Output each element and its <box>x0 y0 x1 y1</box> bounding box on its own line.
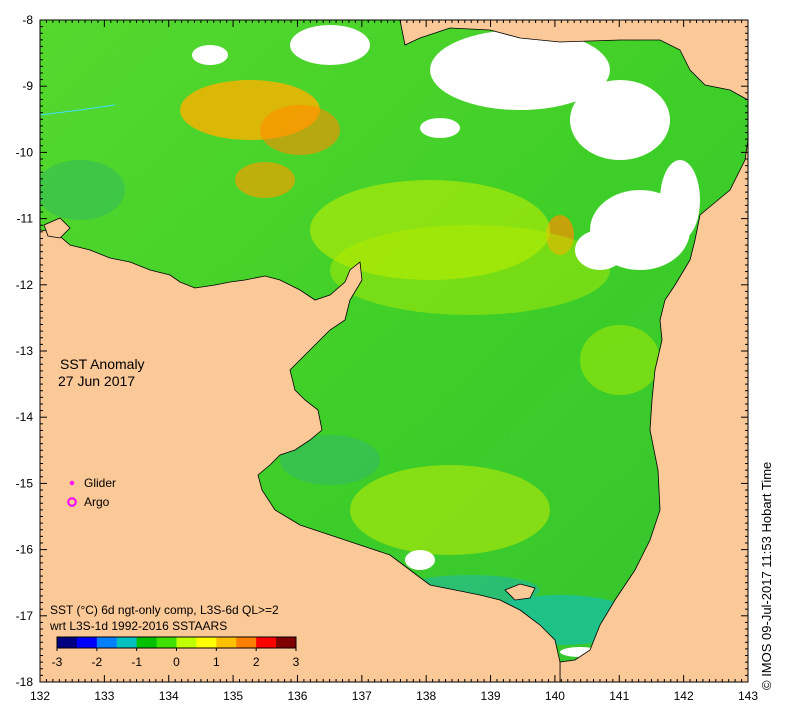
colorbar-tick-label: 3 <box>293 655 300 669</box>
y-tick-label: -16 <box>16 543 34 557</box>
x-tick-label: 132 <box>30 689 50 703</box>
colorbar-swatch <box>96 637 118 648</box>
x-axis: 132 133 134 135 136 137 138 139 140 141 142 143 <box>30 20 758 703</box>
map-plot-area <box>40 20 748 682</box>
y-tick-label: -17 <box>16 609 34 623</box>
warm-anomaly-patches <box>180 80 660 555</box>
x-tick-label: 134 <box>159 689 179 703</box>
y-tick-label: -18 <box>16 675 34 689</box>
map-title-line1: SST Anomaly <box>60 356 145 372</box>
glider-marker-icon <box>69 480 75 486</box>
caption-line2: wrt L3S-1d 1992-2016 SSTAARS <box>49 619 227 633</box>
legend-glider-label: Glider <box>84 476 116 490</box>
colorbar-swatch <box>196 637 217 648</box>
colorbar-tick-label: -2 <box>91 655 102 669</box>
x-tick-label: 139 <box>481 689 501 703</box>
colorbar-swatch <box>276 637 297 648</box>
colorbar-swatch <box>256 637 277 648</box>
x-tick-label: 137 <box>352 689 372 703</box>
y-tick-label: -15 <box>16 476 34 490</box>
y-axis: -8-9-10-11-12-13-14-15-16-17-18 <box>16 13 748 689</box>
x-tick-label: 136 <box>287 689 307 703</box>
colorbar-swatch <box>136 637 158 648</box>
new-guinea-coast <box>399 20 748 101</box>
copyright-text: © IMOS 09-Jul-2017 11:53 Hobart Time <box>759 461 774 690</box>
y-tick-label: -9 <box>22 79 33 93</box>
colorbar-swatch <box>156 637 177 648</box>
x-tick-label: 133 <box>94 689 114 703</box>
x-tick-label: 141 <box>609 689 629 703</box>
colorbar-tick-label: 0 <box>173 655 180 669</box>
colorbar-swatch <box>236 637 257 648</box>
x-tick-label: 143 <box>738 689 758 703</box>
y-tick-label: -11 <box>17 212 34 226</box>
coast-river <box>40 104 116 116</box>
cape-york <box>559 139 748 682</box>
y-tick-label: -8 <box>22 13 33 27</box>
y-tick-label: -14 <box>16 410 34 424</box>
x-tick-label: 138 <box>416 689 436 703</box>
argo-marker-icon <box>67 497 77 507</box>
colorbar-tick-label: 2 <box>253 655 260 669</box>
map-title-line2: 27 Jun 2017 <box>58 373 135 389</box>
caption-line1: SST (°C) 6d ngt-only comp, L3S-6d QL>=2 <box>50 603 279 617</box>
melville-island <box>43 217 71 239</box>
colorbar-tick-label: 1 <box>213 655 220 669</box>
land-mass <box>40 20 748 682</box>
colorbar-swatch <box>116 637 138 648</box>
colorbar-tick-label: -3 <box>52 655 63 669</box>
colorbar-swatch <box>76 637 98 648</box>
y-tick-label: -12 <box>16 278 34 292</box>
x-tick-label: 142 <box>674 689 694 703</box>
x-tick-label: 140 <box>545 689 565 703</box>
colorbar-swatch <box>216 637 237 648</box>
platform-legend: Glider Argo <box>67 476 116 509</box>
colorbar-swatch <box>57 637 78 648</box>
anomaly-colorbar: -3 -2 -1 0 1 2 3 <box>52 636 300 669</box>
arnhem-land <box>40 229 561 682</box>
island-east <box>504 583 536 601</box>
x-tick-label: 135 <box>223 689 243 703</box>
colorbar-tick-label: -1 <box>131 655 142 669</box>
colorbar-swatch <box>176 637 197 648</box>
y-tick-label: -10 <box>16 145 34 159</box>
y-tick-label: -13 <box>16 344 34 358</box>
legend-argo-label: Argo <box>84 495 110 509</box>
